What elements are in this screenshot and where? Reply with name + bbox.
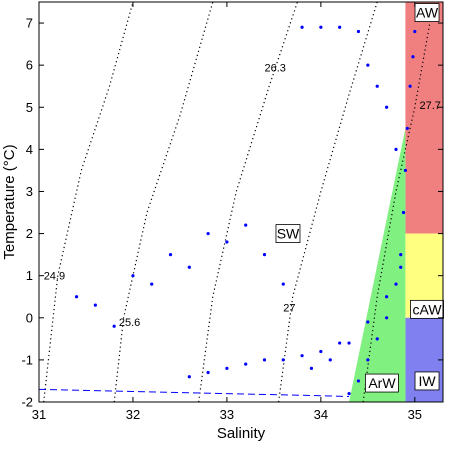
water-mass-label-text: ArW bbox=[368, 375, 396, 391]
data-point bbox=[309, 366, 314, 370]
region-arw bbox=[349, 128, 406, 402]
data-point bbox=[399, 253, 403, 257]
water-mass-regions bbox=[349, 2, 443, 402]
data-point bbox=[225, 240, 229, 244]
y-tick-label: 5 bbox=[26, 100, 33, 115]
x-tick-label: 31 bbox=[32, 407, 46, 422]
freezing-line bbox=[39, 388, 350, 397]
water-mass-label-text: IW bbox=[418, 373, 436, 389]
data-point bbox=[366, 358, 370, 362]
isopycnal-label-26-3: 26.3 bbox=[264, 62, 285, 74]
y-tick-label: 2 bbox=[26, 226, 33, 241]
water-mass-label-sw: SW bbox=[275, 224, 301, 243]
data-point bbox=[403, 168, 408, 173]
data-point bbox=[244, 223, 248, 227]
data-point bbox=[413, 29, 417, 34]
data-point bbox=[394, 147, 398, 151]
data-point bbox=[399, 265, 403, 269]
data-point bbox=[408, 84, 412, 88]
y-tick-label: 4 bbox=[26, 142, 33, 157]
data-point bbox=[187, 265, 191, 269]
water-mass-label-aw: AW bbox=[414, 3, 440, 22]
data-point bbox=[347, 391, 351, 396]
data-point bbox=[150, 282, 154, 286]
water-mass-label-caw: cAW bbox=[410, 299, 444, 319]
data-point bbox=[262, 253, 267, 257]
data-point bbox=[281, 358, 285, 362]
region-aw bbox=[405, 2, 443, 234]
water-mass-label-box bbox=[275, 224, 301, 243]
isopycnal-label-27: 27 bbox=[283, 302, 295, 314]
isopycnal-27 bbox=[278, 2, 378, 402]
data-point bbox=[93, 303, 97, 307]
data-point bbox=[225, 366, 229, 370]
x-tick-label: 35 bbox=[408, 407, 422, 422]
annotation-labels: 24.9 25.6 26.3 27 27.7 AW cAW IW ArW SW bbox=[44, 3, 444, 393]
data-point bbox=[262, 358, 267, 362]
isopycnal-lines bbox=[43, 2, 435, 402]
data-point bbox=[385, 295, 389, 299]
data-point bbox=[356, 379, 361, 383]
x-tick-label: 33 bbox=[220, 407, 234, 422]
data-point bbox=[206, 231, 210, 236]
water-mass-label-box bbox=[410, 299, 444, 319]
data-point bbox=[401, 210, 406, 215]
y-tick-label: 7 bbox=[26, 16, 33, 31]
water-mass-label-text: cAW bbox=[413, 301, 443, 317]
data-point bbox=[366, 320, 370, 324]
y-tick-label: -1 bbox=[21, 352, 33, 367]
y-tick-label: 0 bbox=[26, 310, 33, 325]
data-point bbox=[168, 253, 173, 257]
y-tick-label: 6 bbox=[26, 58, 33, 73]
isopycnal-26-3 bbox=[198, 2, 298, 402]
data-point bbox=[375, 84, 379, 88]
data-point bbox=[319, 349, 323, 354]
water-mass-label-iw: IW bbox=[414, 371, 440, 391]
x-tick-label: 34 bbox=[314, 407, 328, 422]
data-point bbox=[281, 282, 285, 286]
data-point bbox=[244, 362, 248, 366]
data-point bbox=[319, 25, 323, 29]
data-point bbox=[411, 55, 415, 59]
data-point bbox=[356, 29, 361, 34]
water-mass-label-arw: ArW bbox=[365, 373, 399, 393]
data-point bbox=[328, 358, 332, 362]
data-point bbox=[300, 25, 304, 29]
plot-frame bbox=[38, 1, 444, 403]
isopycnal-label-24-9: 24.9 bbox=[44, 271, 65, 283]
x-tick-label: 32 bbox=[126, 407, 140, 422]
freezing-line-path bbox=[39, 388, 350, 397]
data-point bbox=[405, 126, 409, 130]
data-point bbox=[338, 341, 342, 345]
isopycnal-label-27-7: 27.7 bbox=[420, 100, 441, 112]
data-point bbox=[366, 63, 370, 67]
data-point bbox=[375, 337, 379, 341]
water-mass-label-box bbox=[414, 3, 440, 22]
data-point bbox=[300, 354, 304, 358]
x-axis-title: Salinity bbox=[217, 425, 266, 442]
data-point bbox=[347, 341, 351, 345]
isopycnal-label-25-6: 25.6 bbox=[119, 317, 140, 329]
water-mass-label-box bbox=[414, 371, 440, 391]
data-point bbox=[338, 25, 342, 29]
data-point bbox=[394, 282, 398, 286]
data-point bbox=[206, 370, 210, 375]
water-mass-label-text: AW bbox=[416, 5, 439, 21]
data-point bbox=[385, 105, 389, 109]
data-point bbox=[131, 274, 135, 278]
isopycnal-24-9 bbox=[43, 2, 134, 402]
data-point bbox=[187, 375, 191, 379]
y-tick-label: -2 bbox=[21, 395, 33, 410]
y-tick-label: 3 bbox=[26, 184, 33, 199]
data-point bbox=[74, 295, 79, 299]
data-point bbox=[112, 324, 116, 328]
data-point bbox=[385, 316, 389, 320]
y-tick-label: 1 bbox=[26, 268, 33, 283]
y-axis-title: Temperature (°C) bbox=[1, 144, 18, 259]
water-mass-label-text: SW bbox=[277, 226, 300, 242]
water-mass-label-box bbox=[365, 373, 399, 393]
